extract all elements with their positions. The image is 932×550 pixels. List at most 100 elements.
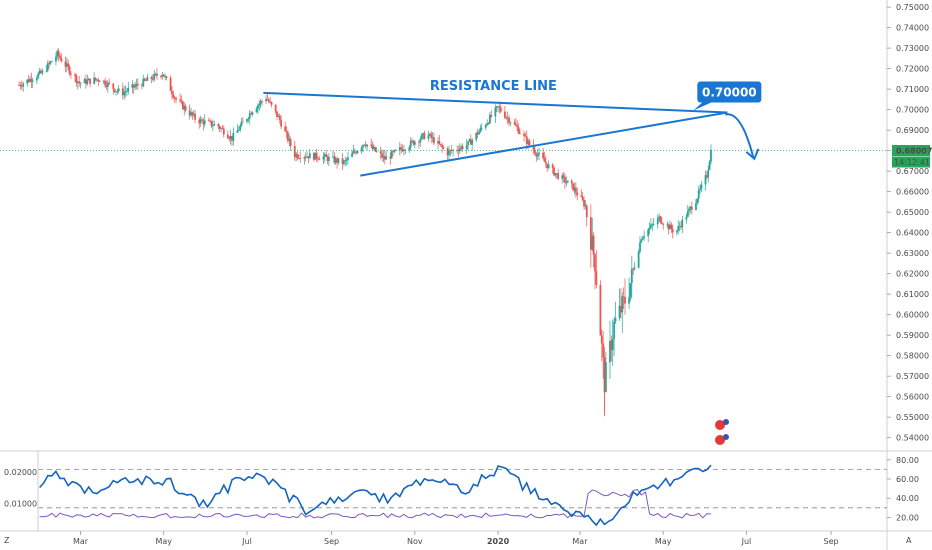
candle-body [117, 88, 120, 91]
candle-body [344, 160, 347, 162]
candle-body [59, 56, 61, 59]
candle-body [398, 147, 401, 151]
event-markers[interactable] [715, 419, 729, 445]
indicator-left-tick-label: 0.01000 [4, 500, 37, 509]
price-tick-label: 0.66000 [896, 188, 929, 197]
axis-corner-right[interactable]: A [906, 536, 912, 545]
candle-body [276, 111, 278, 117]
candle-body [535, 153, 538, 157]
candle-body [30, 78, 33, 82]
time-axis[interactable]: Mar May Jul Sep Nov 2020 Mar May Jul Sep Z A [0, 530, 932, 546]
candle-body [46, 63, 49, 71]
candle-body [595, 271, 598, 285]
candle-body [250, 113, 252, 115]
flag-icon [723, 434, 729, 440]
price-axis[interactable]: 0.75000 0.74000 0.73000 0.72000 0.71000 0.700… [886, 0, 932, 550]
candle-body [289, 139, 292, 146]
price-tick-label: 0.60000 [896, 311, 929, 320]
candle-body [475, 132, 478, 140]
candle-body [297, 157, 300, 159]
candle-body [240, 121, 243, 126]
candle-body [231, 135, 233, 141]
candle-body [508, 117, 510, 123]
candle-body [255, 108, 258, 113]
candle-body [162, 74, 165, 77]
candle-body [677, 226, 680, 231]
indicator-tick-label: 80.00 [896, 456, 919, 465]
axis-corner-left[interactable]: Z [4, 536, 10, 545]
candle-body [393, 150, 396, 152]
support-line[interactable] [360, 111, 728, 177]
candle-body [143, 78, 146, 81]
candle-body [624, 296, 626, 304]
candle-body [50, 61, 53, 63]
candle-body [400, 147, 403, 150]
candle-body [341, 158, 344, 164]
candle-body [506, 117, 509, 119]
candle-body [658, 216, 661, 219]
candle-body [332, 156, 334, 158]
candle-body [55, 56, 57, 62]
candle-body [337, 158, 340, 163]
candle-body [628, 297, 630, 304]
candle-body [573, 187, 576, 191]
candle-body [38, 70, 41, 74]
candle-body [27, 79, 30, 82]
news-event-icon[interactable] [715, 435, 725, 445]
candle-body [95, 79, 98, 81]
candle-body [123, 91, 126, 96]
candle-body [360, 147, 363, 152]
candle-body [422, 133, 424, 135]
candle-body [312, 153, 315, 160]
candle-body [618, 305, 621, 318]
candle-body [315, 152, 318, 159]
candle-body [314, 152, 317, 160]
candle-body [115, 91, 117, 92]
target-callout: 0.70000 [693, 81, 762, 111]
candle-body [576, 192, 579, 196]
candle-body [259, 101, 262, 104]
candle-body [355, 152, 358, 154]
candle-body [688, 208, 691, 211]
candle-body [306, 156, 308, 158]
candle-body [171, 90, 173, 95]
indicator-tick-label: 60.00 [896, 475, 919, 484]
candle-body [270, 102, 273, 105]
candle-body [581, 196, 584, 201]
resistance-line[interactable] [263, 91, 728, 114]
candle-body [154, 73, 157, 75]
projection-arrow[interactable] [725, 113, 755, 159]
candle-body [353, 151, 356, 153]
candle-body [633, 267, 636, 270]
candle-body [517, 127, 520, 134]
candle-body [322, 156, 325, 160]
candle-body [232, 132, 235, 141]
candle-body [323, 154, 326, 157]
candle-body [602, 343, 605, 358]
candle-body [150, 76, 153, 79]
candle-body [145, 80, 147, 82]
candle-body [465, 145, 468, 150]
candle-body [389, 156, 392, 159]
candle-body [585, 205, 588, 218]
candle-body [209, 120, 212, 122]
candle-body [126, 91, 128, 92]
candle-body [136, 83, 139, 86]
candle-body [242, 121, 244, 123]
candle-body [371, 145, 374, 149]
candle-body [288, 139, 291, 141]
candle-body [505, 117, 508, 119]
candle-body [639, 242, 641, 252]
news-event-icon[interactable] [715, 420, 725, 430]
candle-body [374, 147, 377, 152]
candle-body [142, 78, 145, 87]
candle-body [153, 73, 156, 80]
candle-body [604, 362, 607, 393]
candle-body [689, 206, 692, 209]
candle-body [83, 79, 86, 83]
candle-body [199, 119, 202, 124]
candle-body [584, 205, 587, 207]
candle-body [528, 140, 531, 145]
candle-body [557, 173, 560, 179]
